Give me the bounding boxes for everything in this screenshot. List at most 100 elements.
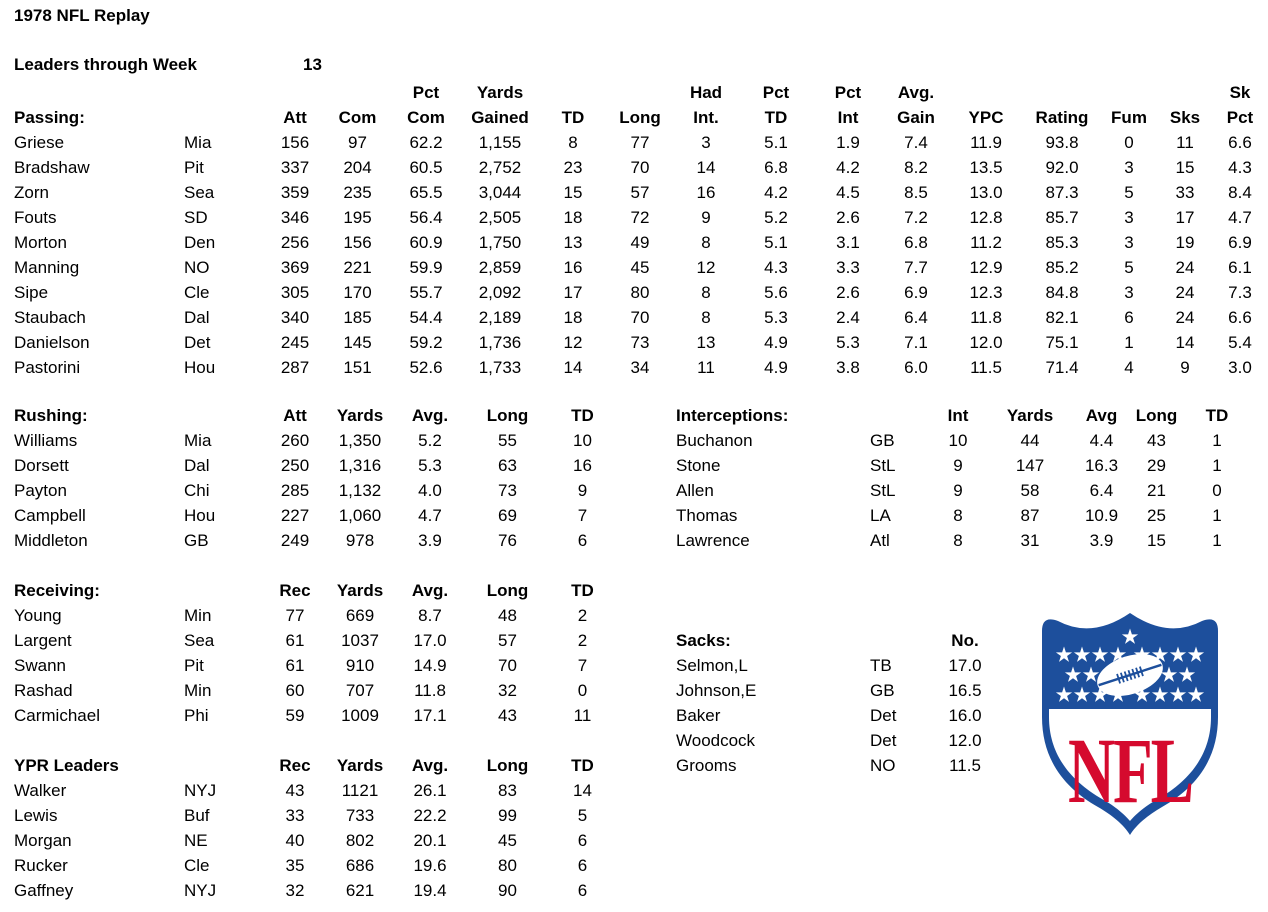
data-cell: 6.4 xyxy=(1089,481,1114,500)
data-cell: 20.1 xyxy=(413,831,447,850)
data-cell: StL xyxy=(870,456,896,475)
data-cell: 8 xyxy=(953,506,963,525)
table-row: Young Min 77 669 8.7 48 2 xyxy=(14,603,615,628)
data-cell: 32 xyxy=(285,881,305,900)
data-cell: 337 xyxy=(280,158,310,177)
data-cell: 31 xyxy=(1020,531,1040,550)
data-cell: NYJ xyxy=(184,781,217,800)
data-cell: 260 xyxy=(280,431,310,450)
data-cell: Dorsett xyxy=(14,456,69,475)
data-cell: 16 xyxy=(573,456,592,475)
data-cell: Danielson xyxy=(14,333,90,352)
data-cell: 15 xyxy=(1147,531,1166,550)
data-cell: 13 xyxy=(696,333,716,352)
header-cell: Avg. xyxy=(411,406,449,425)
header-cell xyxy=(1024,80,1100,105)
data-cell: 235 xyxy=(343,183,372,202)
data-cell: 185 xyxy=(343,308,372,327)
data-cell: 6.0 xyxy=(904,358,928,377)
data-cell: 2.4 xyxy=(836,308,860,327)
header-cell: Yards xyxy=(336,406,384,425)
nfl-logo-svg: NFL xyxy=(1042,613,1218,835)
data-cell: Rashad xyxy=(14,681,73,700)
data-cell: 1,736 xyxy=(478,333,522,352)
header-cell: TD xyxy=(571,406,594,425)
data-cell: 287 xyxy=(280,358,310,377)
data-cell: 1121 xyxy=(341,781,379,800)
data-cell: Williams xyxy=(14,431,78,450)
table-row: Stone StL 9 147 16.3 29 1 xyxy=(676,453,1250,478)
table-row: Largent Sea 61 1037 17.0 57 2 xyxy=(14,628,615,653)
table-row: Rucker Cle 35 686 19.6 80 6 xyxy=(14,853,615,878)
data-cell: 59 xyxy=(285,706,305,725)
data-cell: 48 xyxy=(498,606,517,625)
data-cell: 1,350 xyxy=(338,431,382,450)
data-cell: 16 xyxy=(696,183,716,202)
data-cell: 3.0 xyxy=(1228,358,1252,377)
table-row: Middleton GB 249 978 3.9 76 6 xyxy=(14,528,615,553)
data-cell: 4.2 xyxy=(764,183,788,202)
data-cell: Hou xyxy=(184,506,216,525)
data-cell: 3.8 xyxy=(836,358,860,377)
data-cell: 9 xyxy=(953,481,963,500)
data-cell: 3 xyxy=(1124,233,1134,252)
header-cell: Int. xyxy=(693,108,719,127)
data-cell: NO xyxy=(184,258,210,277)
data-cell: 256 xyxy=(280,233,310,252)
data-cell: Selmon,L xyxy=(676,656,748,675)
data-cell: 12.8 xyxy=(969,208,1003,227)
data-cell: 7.2 xyxy=(904,208,928,227)
data-cell: Chi xyxy=(184,481,210,500)
header-cell: Yards xyxy=(336,581,384,600)
data-cell: 5.1 xyxy=(764,133,788,152)
table-row: Lawrence Atl 8 31 3.9 15 1 xyxy=(676,528,1250,553)
data-cell: Lewis xyxy=(14,806,58,825)
data-cell: 686 xyxy=(345,856,375,875)
page-title: 1978 NFL Replay xyxy=(14,6,150,25)
data-cell: 195 xyxy=(343,208,372,227)
data-cell: 12 xyxy=(696,258,716,277)
football-icon xyxy=(1097,654,1163,696)
data-cell: 58 xyxy=(1020,481,1040,500)
data-cell: 359 xyxy=(280,183,310,202)
data-cell: 71.4 xyxy=(1045,358,1079,377)
interceptions-section: Interceptions: Int Yards Avg Long TD Buchanon G… xyxy=(676,403,1250,553)
data-cell: 34 xyxy=(630,358,650,377)
header-cell xyxy=(325,80,390,105)
data-cell: 6.6 xyxy=(1228,133,1252,152)
data-cell: 32 xyxy=(498,681,517,700)
data-cell: 2 xyxy=(577,631,588,650)
data-cell: Dal xyxy=(184,308,210,327)
data-cell: 151 xyxy=(343,358,372,377)
data-cell: 2,752 xyxy=(478,158,522,177)
table-row: Staubach Dal 340 185 54.4 2,189 18 70 8 5.3 2.4 6.4… xyxy=(14,305,1268,330)
data-cell: 669 xyxy=(345,606,375,625)
data-cell: Largent xyxy=(14,631,72,650)
table-row: Lewis Buf 33 733 22.2 99 5 xyxy=(14,803,615,828)
data-cell: Zorn xyxy=(14,183,49,202)
data-cell: 204 xyxy=(343,158,372,177)
ypr-leaders-table: YPR Leaders Rec Yards Avg. Long TD Walker NYJ 43… xyxy=(14,753,615,903)
data-cell: 4.5 xyxy=(836,183,860,202)
data-cell: 13.5 xyxy=(969,158,1003,177)
data-cell: 2,189 xyxy=(478,308,522,327)
data-cell: 1,316 xyxy=(338,456,382,475)
header-cell: Rushing: xyxy=(14,406,88,425)
table-row: Danielson Det 245 145 59.2 1,736 12 73 13 4.9 5.3 7… xyxy=(14,330,1268,355)
data-cell: 77 xyxy=(630,133,650,152)
header-cell: Pct xyxy=(762,83,790,102)
data-cell: 3,044 xyxy=(478,183,522,202)
data-cell: 14 xyxy=(563,358,583,377)
data-cell: Morgan xyxy=(14,831,72,850)
data-cell: 6 xyxy=(577,856,588,875)
data-cell: 25 xyxy=(1147,506,1166,525)
data-cell: 12.0 xyxy=(948,731,982,750)
data-cell: Cle xyxy=(184,283,210,302)
data-cell: 92.0 xyxy=(1045,158,1079,177)
data-cell: 145 xyxy=(343,333,372,352)
data-cell: 82.1 xyxy=(1045,308,1079,327)
data-cell: Bradshaw xyxy=(14,158,90,177)
data-cell: 5 xyxy=(1124,258,1134,277)
data-cell: Sea xyxy=(184,631,215,650)
data-cell: 12.9 xyxy=(969,258,1003,277)
